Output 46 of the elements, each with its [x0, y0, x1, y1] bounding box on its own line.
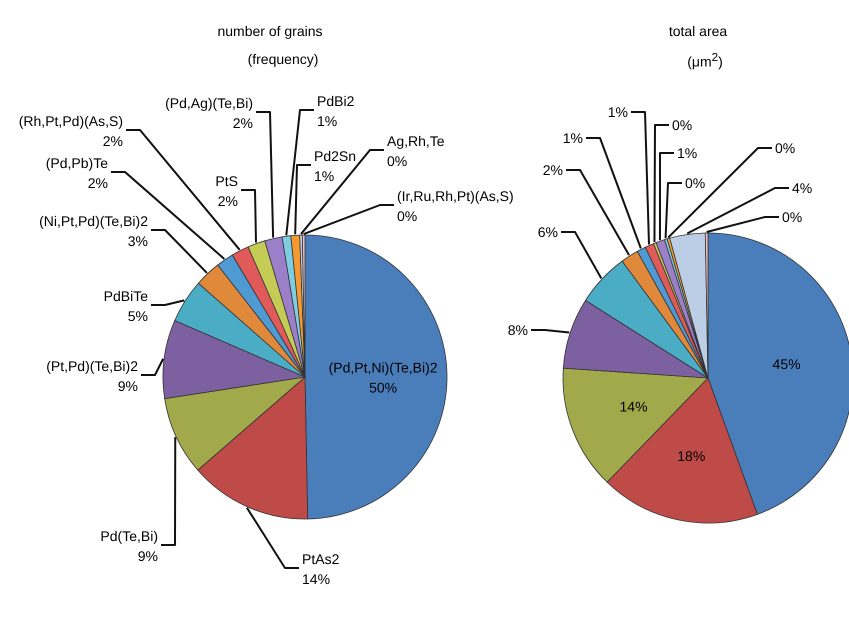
data-label: 45%	[772, 356, 801, 372]
data-label: 18%	[677, 448, 706, 464]
data-label: 1%	[608, 104, 628, 120]
data-label: 1%	[314, 168, 334, 184]
slice-label: (Ir,Ru,Rh,Pt)(As,S)	[397, 188, 514, 204]
data-label: 2%	[218, 193, 238, 209]
slice-label: (Rh,Pt,Pd)(As,S)	[18, 113, 123, 129]
slice-label: (Pd,Pt,Ni)(Te,Bi)2	[328, 359, 438, 376]
slice-label: Ag,Rh,Te	[387, 133, 445, 149]
data-label: 1%	[317, 113, 338, 129]
data-label: 9%	[138, 548, 158, 564]
data-label: 3%	[128, 233, 148, 249]
data-label: 4%	[792, 180, 812, 196]
chart-title: number of grains	[216, 23, 324, 39]
data-label: 1%	[562, 130, 583, 146]
data-label: 9%	[118, 378, 138, 394]
data-label: 6%	[538, 224, 558, 240]
slice-label: PdBiTe	[104, 288, 148, 304]
slice-label: Pd(Te,Bi)	[100, 528, 158, 544]
slice-label: Pd2Sn	[314, 148, 356, 164]
data-label: 2%	[88, 175, 108, 191]
slice-label: (Pd,Pb)Te	[46, 155, 108, 171]
data-label: 5%	[128, 308, 148, 324]
chart-title: total area	[668, 23, 728, 39]
data-label: 0%	[685, 175, 706, 191]
slice-label: (Pd,Ag)(Te,Bi)	[165, 95, 253, 111]
data-label: 14%	[620, 398, 648, 415]
data-label: 50%	[369, 379, 398, 396]
data-label: 8%	[508, 322, 528, 338]
data-label: 0%	[397, 208, 418, 224]
chart-subtitle: (μm$^{2}$)	[686, 51, 724, 70]
chart-subtitle: (frequency)	[246, 51, 320, 67]
slice-label: (Ni,Pt,Pd)(Te,Bi)2	[39, 213, 148, 229]
data-label: 0%	[387, 153, 408, 169]
slice-label: (Pt,Pd)(Te,Bi)2	[46, 358, 138, 374]
slice-label: PtAs2	[302, 551, 340, 567]
data-label: 2%	[232, 115, 253, 131]
data-label: 0%	[775, 140, 796, 156]
data-label: 0%	[782, 209, 802, 225]
data-label: 14%	[302, 571, 330, 587]
data-label: 2%	[102, 133, 123, 149]
slice-label: PtS	[215, 173, 238, 189]
slice-label: PdBi2	[317, 93, 355, 109]
data-label: 2%	[542, 162, 563, 178]
data-label: 1%	[677, 145, 698, 161]
data-label: 0%	[672, 117, 692, 133]
